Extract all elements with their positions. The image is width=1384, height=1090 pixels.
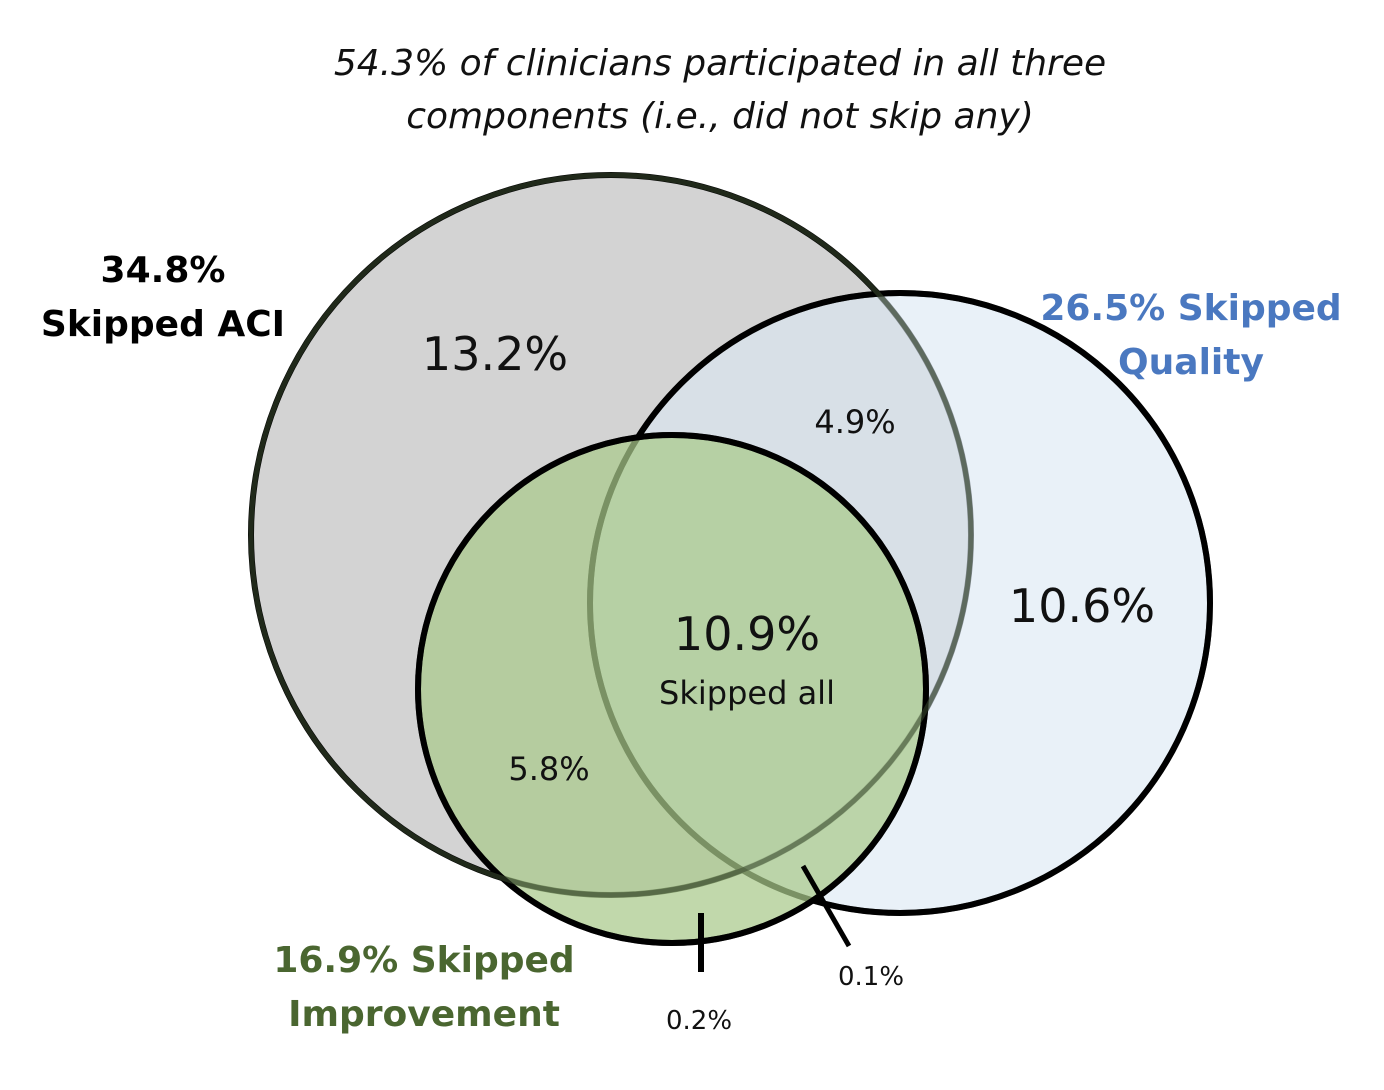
quality-label-line2: Quality xyxy=(1118,342,1264,383)
improvement-circle-outline xyxy=(415,432,929,946)
aci-label-line1: 34.8% xyxy=(101,250,226,291)
region-aci-only: 13.2% xyxy=(422,327,568,381)
region-all-three: 10.9% xyxy=(674,607,820,661)
region-all-three-caption: Skipped all xyxy=(659,674,835,712)
region-quality-improvement: 0.1% xyxy=(838,962,904,992)
quality-improvement-leader xyxy=(800,864,852,948)
quality-label-line1: 26.5% Skipped xyxy=(1040,288,1341,329)
diagram-title-line1: 54.3% of clinicians participated in all … xyxy=(334,43,1106,84)
improvement-label-line2: Improvement xyxy=(288,994,560,1035)
diagram-title-line2: components (i.e., did not skip any) xyxy=(406,96,1034,137)
improvement-label-line1: 16.9% Skipped xyxy=(273,940,574,981)
region-aci-quality: 4.9% xyxy=(814,403,895,441)
region-quality-only: 10.6% xyxy=(1009,579,1155,633)
aci-circle-inner-edge xyxy=(248,172,974,898)
region-improvement-only: 0.2% xyxy=(666,1006,732,1036)
aci-label-line2: Skipped ACI xyxy=(41,304,285,345)
region-aci-improvement: 5.8% xyxy=(508,750,589,788)
